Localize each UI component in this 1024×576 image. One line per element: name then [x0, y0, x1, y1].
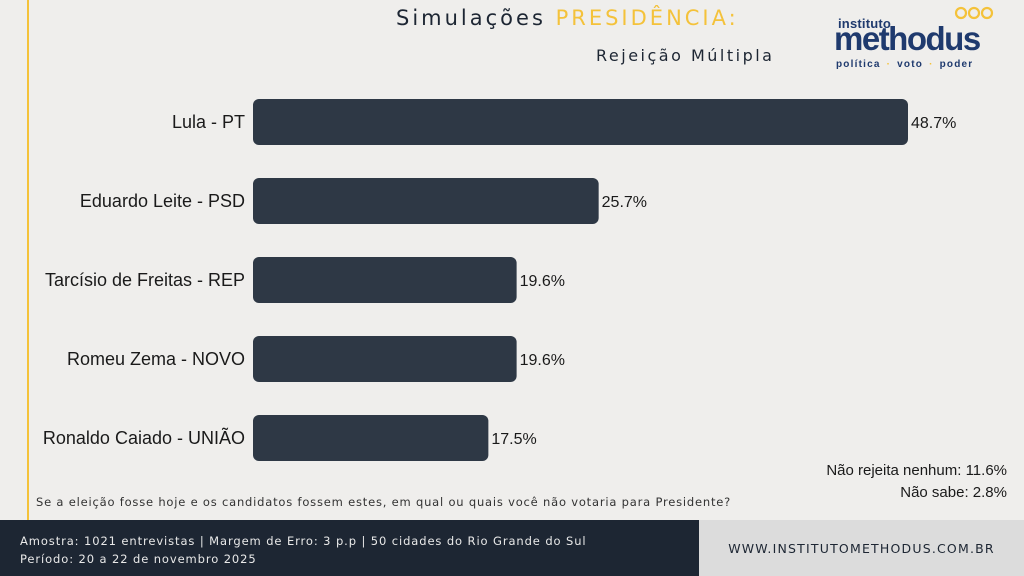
bar-0 [253, 99, 908, 145]
page-title: Simulações PRESIDÊNCIA: [396, 6, 739, 30]
methodus-logo: instituto methodus política · voto · poder [834, 6, 1004, 72]
survey-question: Se a eleição fosse hoje e os candidatos … [36, 495, 732, 509]
category-label-0: Lula - PT [172, 112, 245, 132]
rings-icon [954, 6, 994, 20]
title-prefix: Simulações [396, 6, 546, 30]
value-label-2: 19.6% [520, 273, 565, 290]
bar-1 [253, 178, 599, 224]
bar-chart: Lula - PT 48.7% Eduardo Leite - PSD 25.7% Ta… [43, 99, 956, 461]
footer-website[interactable]: WWW.INSTITUTOMETHODUS.COM.BR [699, 520, 1024, 576]
category-label-3: Romeu Zema - NOVO [67, 349, 245, 369]
note-dont-know: Não sabe: 2.8% [900, 484, 1007, 501]
logo-tag-2: voto [897, 59, 924, 70]
category-label-1: Eduardo Leite - PSD [80, 191, 245, 211]
logo-wordmark: methodus [834, 20, 981, 57]
page-subtitle: Rejeição Múltipla [596, 46, 775, 65]
logo-tagline: política · voto · poder [836, 59, 974, 70]
extra-notes: Não rejeita nenhum: 11.6% Não sabe: 2.8% [826, 460, 1007, 504]
footer-period: Período: 20 a 22 de novembro 2025 [20, 552, 257, 566]
logo-tag-1: política [836, 59, 881, 70]
footer-methodology: Amostra: 1021 entrevistas | Margem de Er… [0, 520, 699, 576]
value-label-1: 25.7% [602, 194, 647, 211]
logo-small-text: instituto [838, 16, 892, 31]
logo-tag-3: poder [939, 59, 974, 70]
bar-4 [253, 415, 489, 461]
accent-line [27, 0, 29, 520]
category-label-4: Ronaldo Caiado - UNIÃO [43, 427, 245, 448]
value-label-3: 19.6% [520, 352, 565, 369]
value-label-4: 17.5% [491, 431, 536, 448]
value-label-0: 48.7% [911, 115, 956, 132]
website-link[interactable]: WWW.INSTITUTOMETHODUS.COM.BR [728, 540, 995, 556]
note-no-rejection: Não rejeita nenhum: 11.6% [826, 462, 1007, 479]
title-highlight: PRESIDÊNCIA: [555, 6, 739, 30]
bar-3 [253, 336, 517, 382]
footer-sample: Amostra: 1021 entrevistas | Margem de Er… [20, 534, 587, 548]
bar-2 [253, 257, 517, 303]
category-label-2: Tarcísio de Freitas - REP [45, 270, 245, 290]
